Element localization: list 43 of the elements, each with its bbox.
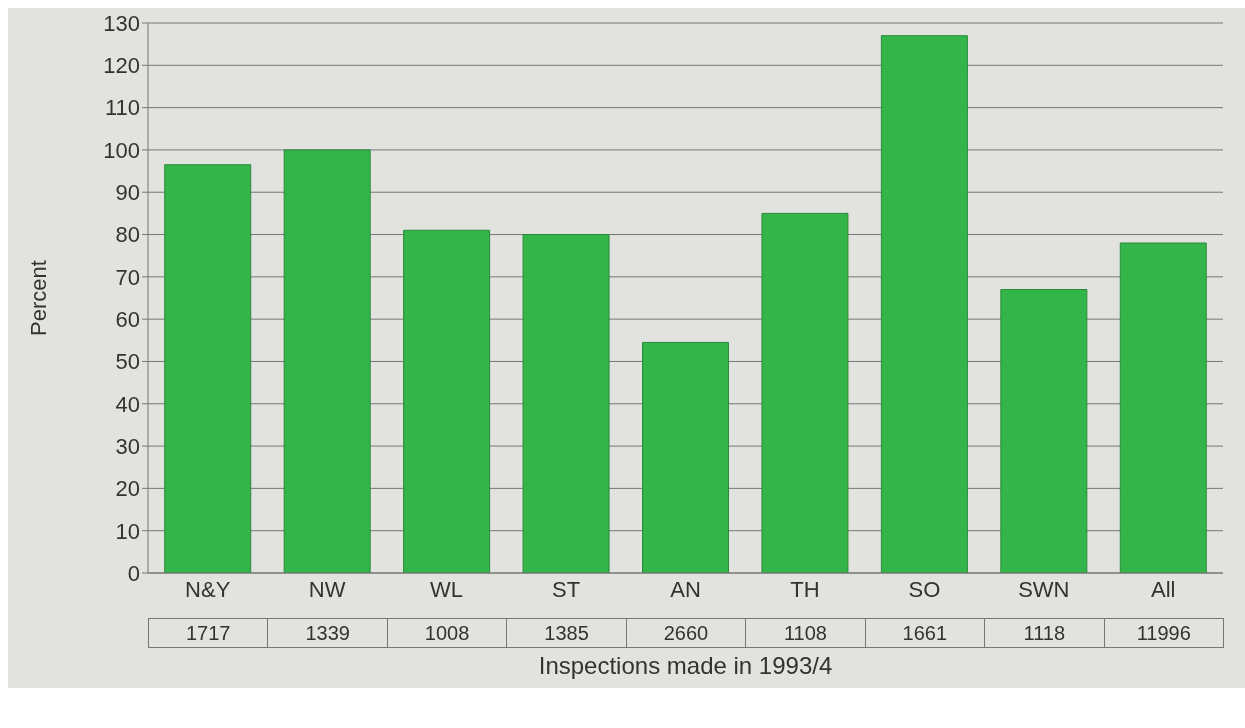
bar bbox=[761, 212, 849, 573]
x-axis-title: Inspections made in 1993/4 bbox=[537, 652, 834, 680]
x-tick-label: TH bbox=[790, 576, 820, 602]
y-tick-label: 0 bbox=[127, 560, 140, 586]
y-tick-label: 120 bbox=[103, 53, 140, 79]
text: 1108 bbox=[746, 619, 866, 647]
y-tick-label: 110 bbox=[104, 95, 140, 121]
y-tick-label: 50 bbox=[115, 349, 140, 375]
bar bbox=[1119, 242, 1207, 573]
text: 11996 bbox=[1104, 619, 1224, 647]
x-tick-label: N&Y bbox=[185, 576, 231, 602]
x-tick-label: SO bbox=[908, 576, 941, 602]
bar bbox=[522, 234, 610, 573]
y-tick-label: 70 bbox=[115, 264, 140, 290]
text: 1661 bbox=[865, 619, 986, 647]
text: 2660 bbox=[626, 619, 747, 647]
text: 1385 bbox=[507, 619, 627, 647]
y-tick-label: 130 bbox=[103, 10, 140, 36]
bar bbox=[164, 164, 252, 573]
y-tick-label: 100 bbox=[103, 137, 140, 163]
bar bbox=[642, 341, 729, 573]
bar bbox=[1000, 289, 1088, 573]
bar bbox=[403, 229, 491, 573]
y-tick-label: 80 bbox=[115, 222, 140, 248]
text: 1008 bbox=[387, 619, 508, 647]
y-tick-label: 30 bbox=[115, 433, 140, 459]
text: 1717 bbox=[149, 619, 269, 647]
text: 1339 bbox=[268, 619, 388, 647]
x-tick-label: WL bbox=[430, 576, 464, 602]
x-tick-label: SWN bbox=[1018, 576, 1070, 602]
x-tick-label: NW bbox=[308, 576, 346, 602]
x-tick-label: ST bbox=[551, 576, 581, 602]
text: 1118 bbox=[985, 619, 1105, 647]
y-axis-title: Percent bbox=[25, 260, 51, 336]
x-tick-label: AN bbox=[670, 576, 701, 602]
y-tick-label: 90 bbox=[115, 180, 140, 206]
bar bbox=[283, 149, 371, 573]
y-tick-label: 20 bbox=[115, 476, 140, 502]
y-tick-label: 40 bbox=[115, 391, 140, 417]
y-tick-label: 10 bbox=[115, 518, 140, 544]
bar bbox=[880, 35, 968, 573]
x-tick-label: All bbox=[1151, 576, 1176, 602]
y-tick-label: 60 bbox=[115, 306, 140, 332]
